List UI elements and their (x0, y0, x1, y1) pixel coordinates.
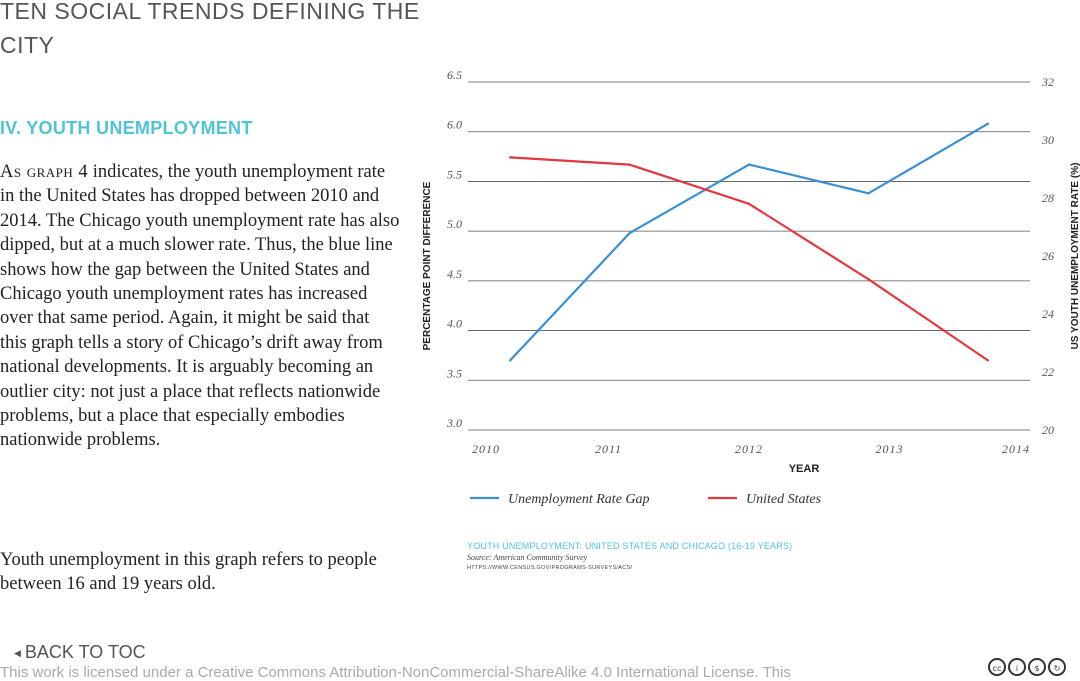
back-arrow-icon: ◀ (14, 647, 21, 658)
y-tick-right-label: 32 (1041, 75, 1054, 89)
x-tick-label: 2013 (876, 442, 904, 456)
page-title: TEN SOCIAL TRENDS DEFINING THE CITY (0, 0, 420, 58)
source-url[interactable]: HTTPS://WWW.CENSUS.GOV/PROGRAMS-SURVEYS/… (467, 565, 633, 571)
data-point (508, 359, 512, 362)
nc-icon: $ (1028, 658, 1046, 676)
y-axis-right-label: US YOUTH UNEMPLOYMENT RATE (%) (1070, 163, 1080, 350)
x-axis-label: YEAR (789, 463, 820, 475)
data-point (628, 163, 631, 166)
y-tick-right-label: 26 (1042, 249, 1054, 263)
y-axis-left-label: PERCENTAGE POINT DIFFERENCE (422, 181, 433, 350)
data-point (508, 156, 512, 159)
legend-label: United States (746, 492, 822, 507)
legend-label: Unemployment Rate Gap (508, 492, 650, 507)
back-to-toc-label: BACK TO TOC (24, 642, 146, 662)
data-point (986, 122, 990, 125)
back-to-toc-link[interactable]: ◀ BACK TO TOC (14, 642, 146, 663)
y-tick-left-label: 3.0 (446, 416, 462, 430)
y-tick-left-label: 5.0 (447, 217, 462, 231)
x-tick-label: 2010 (472, 442, 500, 456)
y-tick-left-label: 4.0 (447, 317, 462, 331)
y-tick-left-label: 3.5 (446, 366, 462, 380)
y-tick-right-label: 30 (1041, 133, 1054, 147)
cc-license-badge[interactable]: cc i $ ↻ (988, 658, 1066, 676)
y-tick-left-label: 6.0 (447, 118, 462, 132)
data-point (867, 192, 870, 195)
source-title: YOUTH UNEMPLOYMENT: UNITED STATES AND CH… (467, 541, 793, 551)
y-tick-left-label: 5.5 (447, 167, 462, 181)
sa-icon: ↻ (1048, 658, 1066, 676)
y-tick-right-label: 28 (1042, 191, 1054, 205)
body-paragraph-1: As graph 4 indicates, the youth unemploy… (0, 160, 400, 453)
x-tick-label: 2011 (595, 442, 622, 456)
section-heading: IV. YOUTH UNEMPLOYMENT (0, 118, 253, 138)
youth-unemployment-chart: 3.0 3.5 4.0 4.5 5.0 5.5 6.0 6.5 20 22 24 26 28 30 32 20… (418, 66, 1080, 526)
x-tick-label: 2012 (735, 442, 763, 456)
data-point (986, 359, 990, 362)
y-tick-right-label: 24 (1042, 307, 1054, 321)
data-point (628, 231, 631, 235)
data-point (747, 202, 751, 205)
y-tick-right-label: 20 (1042, 423, 1054, 437)
series-line-us (510, 156, 989, 362)
data-point (747, 163, 751, 166)
chart-source: YOUTH UNEMPLOYMENT: UNITED STATES AND CH… (467, 541, 792, 571)
y-tick-right-label: 22 (1042, 365, 1054, 379)
cc-icon: cc (988, 658, 1006, 676)
series-line-gap (509, 122, 989, 362)
paragraph-lead: As graph 4 (0, 162, 89, 182)
license-text: This work is licensed under a Creative C… (0, 664, 791, 681)
paragraph-text: indicates, the youth unemployment rate i… (0, 162, 400, 451)
data-point (867, 278, 870, 281)
by-icon: i (1008, 658, 1026, 676)
y-tick-left-label: 4.5 (447, 267, 462, 281)
chart-svg: 3.0 3.5 4.0 4.5 5.0 5.5 6.0 6.5 20 22 24 26 28 30 32 20… (422, 68, 1080, 507)
source-line: Source: American Community Survey (467, 553, 588, 562)
y-tick-left-label: 6.5 (447, 68, 462, 82)
x-tick-label: 2014 (1002, 442, 1030, 456)
body-paragraph-2: Youth unemployment in this graph refers … (0, 550, 377, 595)
